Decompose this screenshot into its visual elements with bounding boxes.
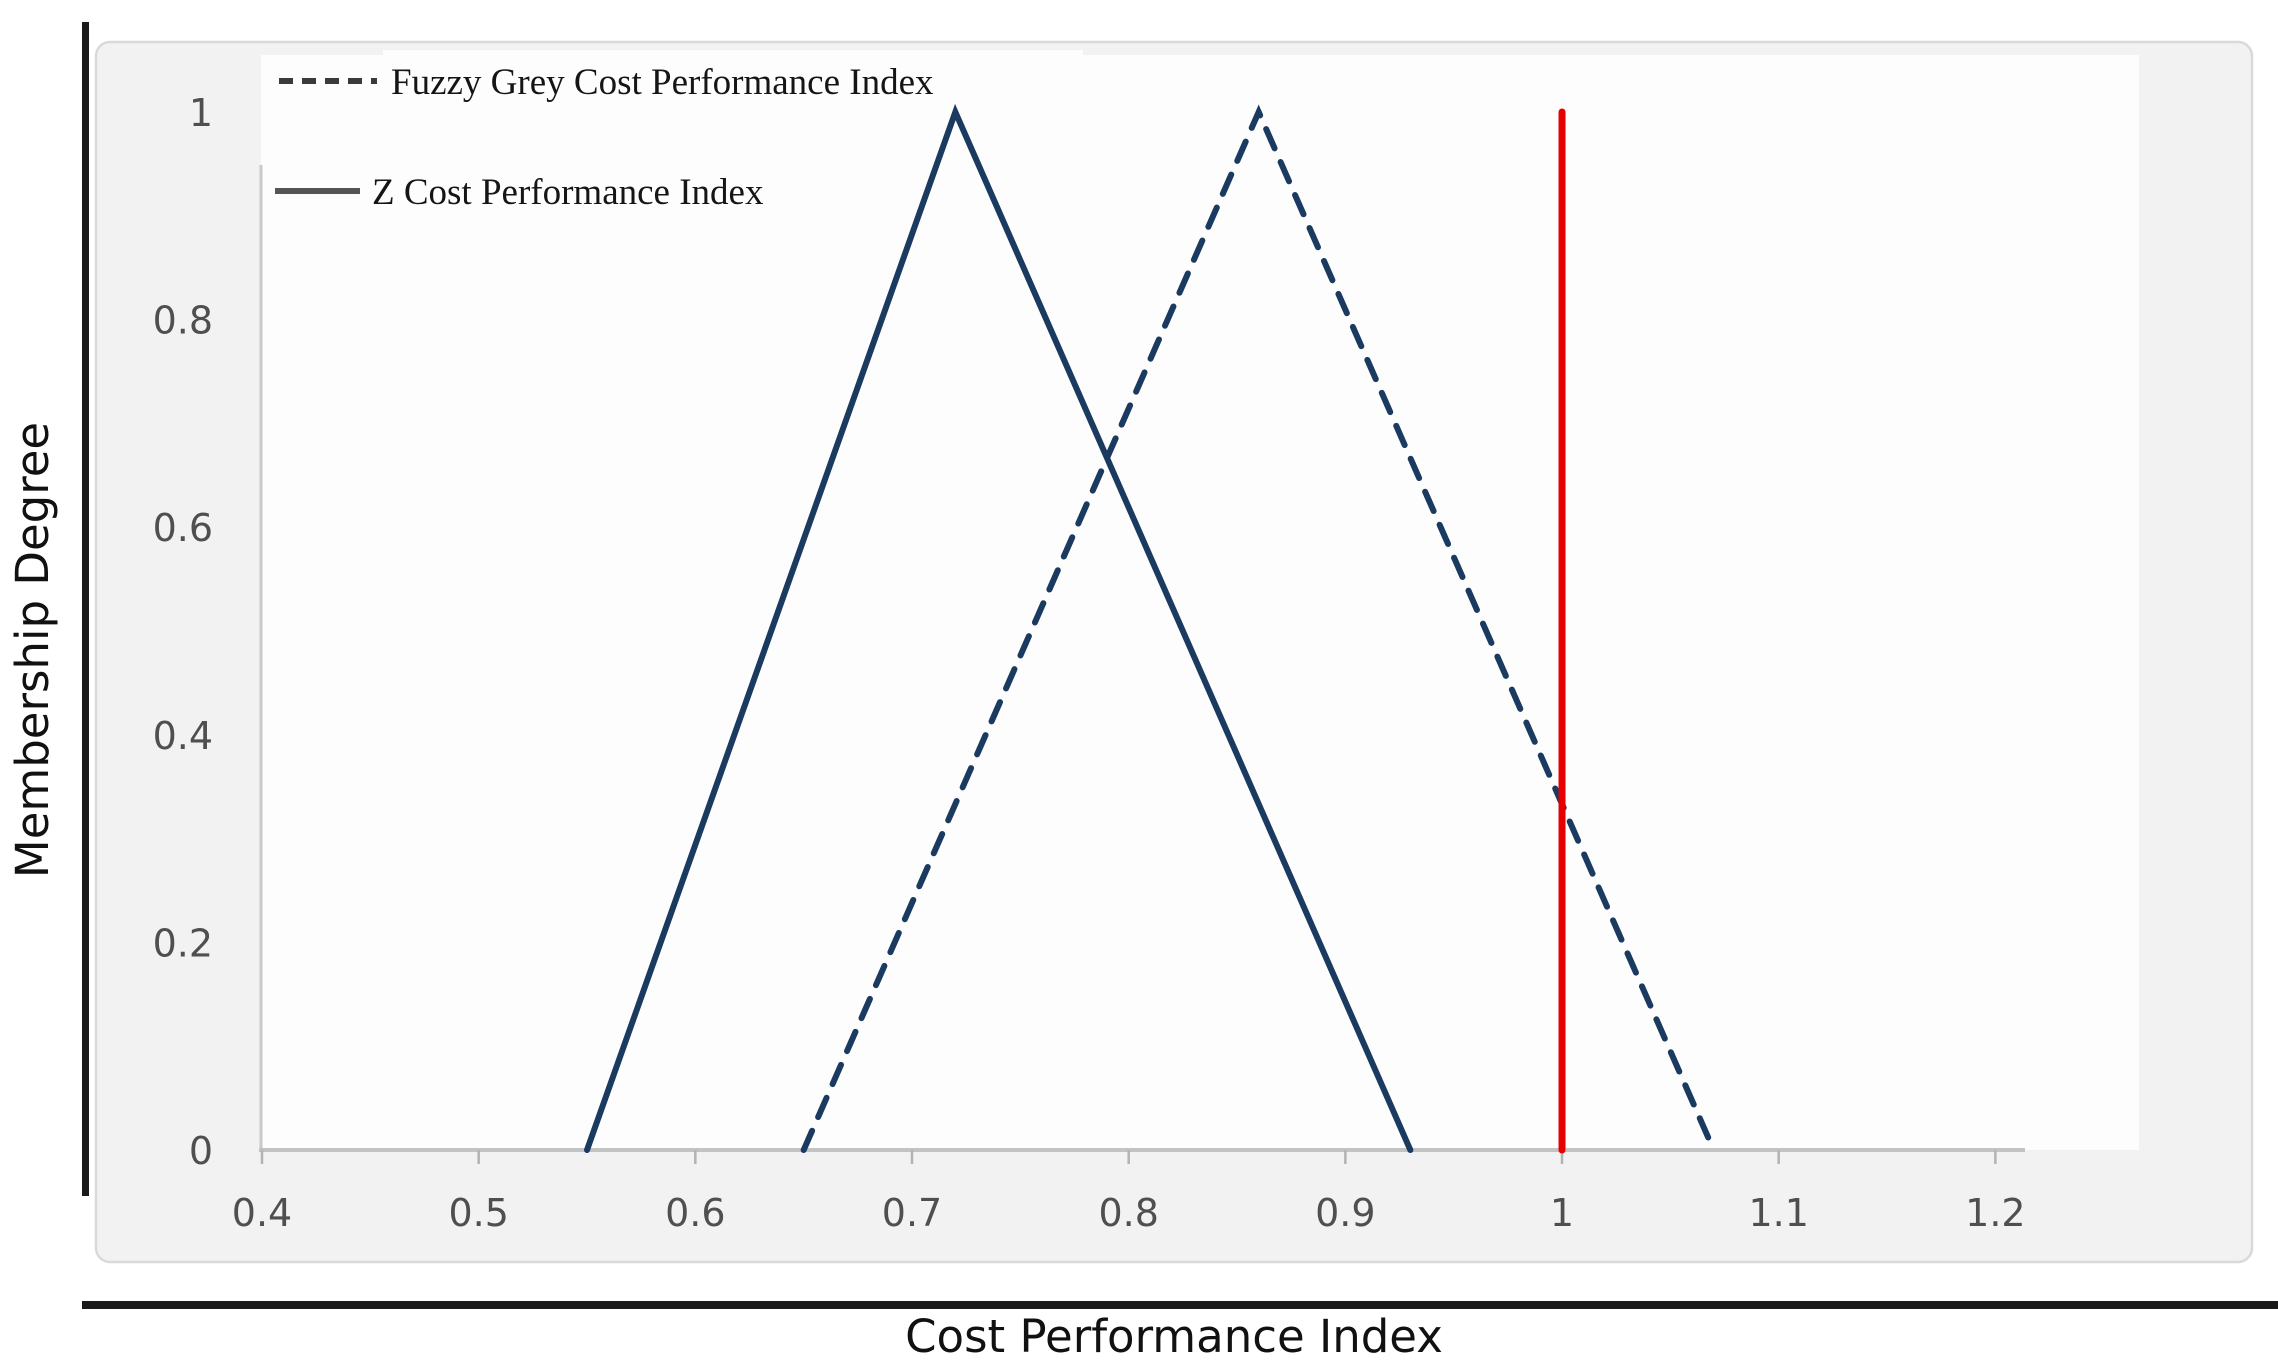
legend: Fuzzy Grey Cost Performance Index Z Cost … <box>275 62 934 213</box>
x-tick-label: 1.2 <box>1965 1191 2025 1235</box>
legend-item-label: Fuzzy Grey Cost Performance Index <box>391 62 934 103</box>
x-tick-label: 1 <box>1550 1191 1574 1235</box>
x-tick-label: 0.7 <box>882 1191 942 1235</box>
x-tick-label: 0.6 <box>665 1191 725 1235</box>
y-tick-label: 0.6 <box>153 506 213 550</box>
x-tick-label: 0.9 <box>1315 1191 1375 1235</box>
outer-y-axis-line <box>82 22 89 1196</box>
series-solid-line <box>584 103 1414 1153</box>
y-axis-title: Membership Degree <box>6 422 59 878</box>
y-tick-label: 1 <box>189 91 213 135</box>
y-tick-label: 0.2 <box>153 921 213 965</box>
legend-item-label: Z Cost Performance Index <box>372 172 764 213</box>
legend-backdrop-row2 <box>265 106 821 248</box>
legend-backdrop-row1 <box>383 50 1083 106</box>
x-axis-ticks: 0.4 0.5 0.6 0.7 0.8 0.9 1 1.1 1.2 <box>232 1150 2026 1235</box>
x-axis-title: Cost Performance Index <box>905 1310 1443 1363</box>
series-lines <box>584 103 1717 1154</box>
outer-x-axis-line <box>82 1301 2278 1309</box>
x-tick-label: 1.1 <box>1748 1191 1808 1235</box>
y-axis-ticks: 0 0.2 0.4 0.6 0.8 1 <box>153 91 213 1173</box>
x-tick-label: 0.5 <box>448 1191 508 1235</box>
x-tick-label: 0.8 <box>1098 1191 1158 1235</box>
y-tick-label: 0.8 <box>153 299 213 343</box>
y-tick-label: 0.4 <box>153 714 213 758</box>
y-tick-label: 0 <box>189 1129 213 1173</box>
x-tick-label: 0.4 <box>232 1191 292 1235</box>
